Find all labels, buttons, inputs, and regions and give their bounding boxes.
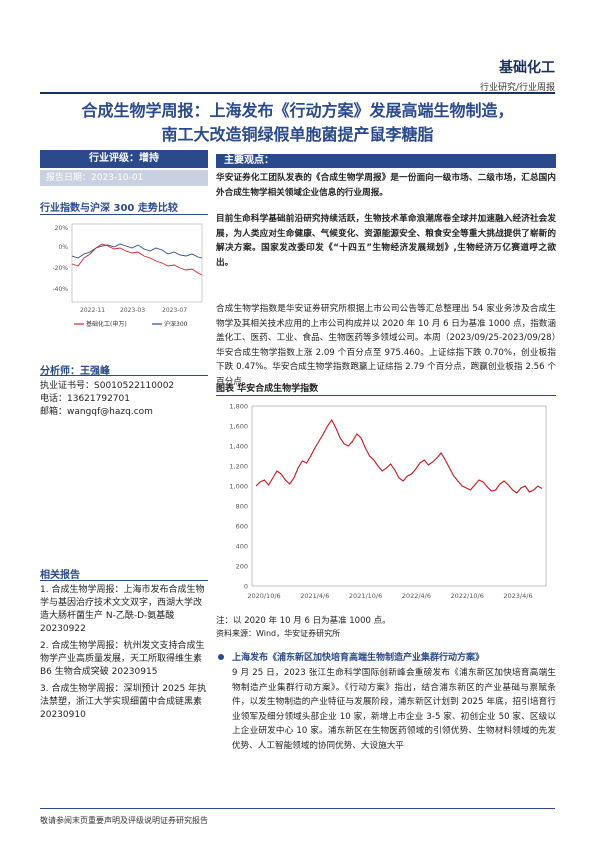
x-tick: 2023-07 [162,307,187,314]
synbio-index-chart: 1,8001,6001,4001,2001,000800600400200020… [229,403,547,600]
index-comparison-chart: 20% 0% -20% -40% 2022-11 2023-03 2023-07… [52,223,203,328]
x-tick: 2022-11 [80,307,105,314]
hs300-line [71,243,203,259]
news-headline[interactable]: 上海发布《浦东新区加快培育高端生物制造产业集群行动方案》 [232,653,485,663]
divider [40,214,208,215]
legend-hs300: 沪深300 [164,320,188,328]
y-tick-label: 200 [236,563,248,571]
report-category: 行业研究/行业周报 [479,83,555,93]
analyst-license: 执业证书号：S0010522110002 [40,381,175,391]
sector-name: 基础化工 [499,60,555,76]
chart-note: 注：以 2020 年 10 月 6 日为基准 1000 点。 [216,616,391,626]
y-tick-label: 1,600 [229,423,248,431]
key-point-1: 华安证券化工团队发表的《合成生物学周报》是一份面向一级市场、二级市场，汇总国内外… [216,173,556,198]
rating-label: 行业评级：增持 [40,150,208,168]
y-tick-label: 1,000 [229,483,248,491]
report-date: 报告日期：2023-10-01 [40,170,208,186]
analyst-name: 分析师：王强峰 [40,366,110,377]
x-tick: 2023-03 [120,307,145,314]
x-tick-label: 2022/4/6 [402,592,431,600]
x-tick-label: 2021/4/6 [300,592,329,600]
legend-sector: 基础化工(申万) [86,320,127,328]
x-tick-label: 2020/10/6 [247,592,280,600]
footer-divider [40,808,555,809]
synbio-index-line [255,418,543,494]
related-report-item[interactable]: 3. 合成生物学周报：深圳预计 2025 年执法禁塑，浙江大学实现细菌中合成链黑… [40,684,207,720]
y-tick-label: 1,400 [229,443,248,451]
key-point-2: 目前生命科学基础前沿研究持续活跃，生物技术革命浪潮席卷全球并加速融入经济社会发展… [216,214,556,268]
related-reports-list: 1. 合成生物学周报：上海市发布合成生物学与基因治疗技术文文双字，西湖大学改造大… [40,584,208,722]
y-tick: -40% [52,286,68,293]
related-report-item[interactable]: 1. 合成生物学周报：上海市发布合成生物学与基因治疗技术文文双字，西湖大学改造大… [40,585,205,634]
header-divider [40,92,555,94]
sector-line [71,243,203,276]
y-tick-label: 600 [236,523,248,531]
y-tick-label: 1,200 [229,463,248,471]
x-tick-label: 2021/10/6 [349,592,382,600]
related-report-item[interactable]: 2. 合成生物学周报：杭州发文支持合成生物学产业高质量发展，天工所取得维生素 B… [40,641,205,677]
news-body: 9 月 25 日，2023 张江生命科学国际创新峰会重磅发布《浦东新区加快培育高… [232,668,556,751]
report-title-line2: 南工大改造铜绿假单胞菌提产鼠李糖脂 [161,125,434,144]
x-tick-label: 2023/4/6 [503,592,532,600]
y-tick: 0% [58,244,68,251]
y-tick-label: 1,800 [229,403,248,411]
index-summary: 合成生物学指数是华安证券研究所根据上市公司公告等汇总整理出 54 家业务涉及合成… [216,304,556,387]
report-title-line1: 合成生物学周报：上海发布《行动方案》发展高端生物制造， [81,101,514,120]
footer-disclaimer: 敬请参阅末页重要声明及评级说明证券研究报告 [40,816,208,825]
related-reports-title: 相关报告 [40,570,80,581]
plot-area [251,405,547,587]
chart-title: 图表 华安合成生物学指数 [216,384,319,394]
key-points-title: 主要观点： [216,154,556,168]
y-tick: -20% [52,265,68,272]
chart-source: 资料来源：Wind，华安证券研究所 [216,629,341,638]
bullet-icon [218,654,224,660]
divider [40,375,208,376]
y-tick-label: 0 [244,583,248,591]
divider [40,580,208,581]
divider [216,395,556,396]
y-tick: 20% [55,225,69,232]
y-tick-label: 800 [236,503,248,511]
y-tick-label: 400 [236,543,248,551]
x-tick-label: 2022/10/6 [451,592,484,600]
analyst-email[interactable]: 邮箱：wangqf@hazq.com [40,407,153,417]
analyst-phone: 电话：13621792701 [40,394,130,404]
index-chart-title: 行业指数与沪深 300 走势比较 [40,203,178,214]
